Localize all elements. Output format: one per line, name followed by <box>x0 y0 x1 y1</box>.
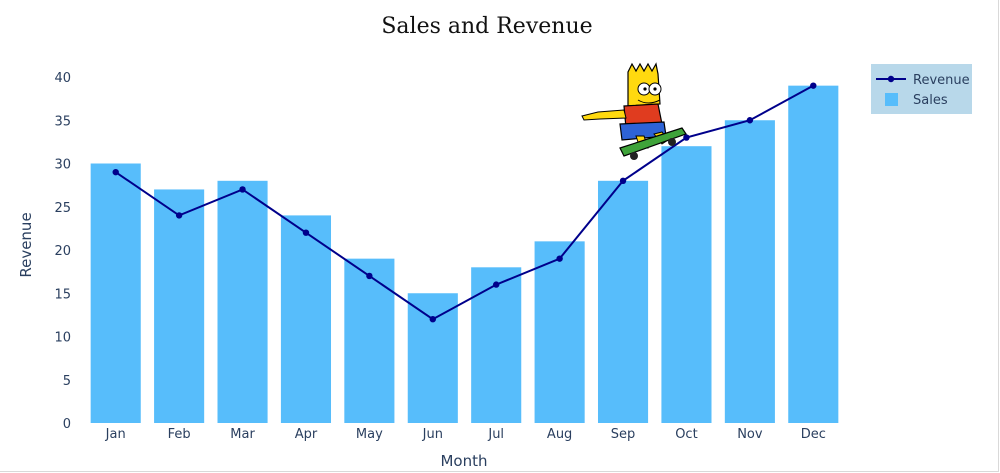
revenue-point[interactable] <box>112 168 119 176</box>
legend: Revenue Sales <box>871 64 972 114</box>
x-tick-label: Feb <box>168 427 191 442</box>
revenue-point[interactable] <box>175 212 183 219</box>
legend-sales-swatch <box>885 93 898 106</box>
sales-bar[interactable] <box>217 180 268 423</box>
revenue-point[interactable] <box>619 177 627 184</box>
x-tick-label: Dec <box>801 427 826 442</box>
y-tick-label: 20 <box>54 244 71 259</box>
x-tick-label: Sep <box>611 427 636 442</box>
revenue-point[interactable] <box>746 117 754 124</box>
y-tick-label: 15 <box>54 287 71 302</box>
sales-bars <box>90 85 839 424</box>
legend-revenue-label: Revenue <box>913 73 970 88</box>
x-tick-label: May <box>356 427 383 442</box>
x-tick-label: Jul <box>487 427 504 442</box>
y-tick-label: 35 <box>54 114 71 129</box>
y-tick-label: 10 <box>54 331 71 346</box>
revenue-point[interactable] <box>302 229 310 236</box>
x-tick-label: Nov <box>737 427 763 442</box>
chart-title: Sales and Revenue <box>381 14 592 39</box>
legend-item-sales[interactable]: Sales <box>885 93 948 108</box>
skateboarding-cartoon-character-icon <box>581 62 687 160</box>
revenue-point[interactable] <box>556 255 563 262</box>
sales-bar[interactable] <box>407 293 458 423</box>
sales-bar[interactable] <box>597 180 649 423</box>
x-axis-title: Month <box>440 452 487 470</box>
y-tick-label: 25 <box>54 201 71 216</box>
legend-sales-label: Sales <box>913 93 948 108</box>
x-tick-label: Oct <box>675 427 697 442</box>
sales-bar[interactable] <box>344 258 395 423</box>
sales-bar[interactable] <box>724 120 775 423</box>
revenue-point[interactable] <box>683 134 690 141</box>
y-axis: 0 5 10 15 20 25 30 35 40 <box>54 71 71 432</box>
x-tick-label: Jan <box>105 427 126 442</box>
sales-bar[interactable] <box>154 189 205 423</box>
x-tick-label: Aug <box>547 427 572 442</box>
legend-item-revenue[interactable]: Revenue <box>876 73 970 88</box>
revenue-point[interactable] <box>239 186 246 193</box>
revenue-line-path <box>115 84 814 321</box>
revenue-point[interactable] <box>493 281 500 288</box>
y-tick-label: 5 <box>63 374 71 389</box>
revenue-line <box>112 82 817 323</box>
sales-bar[interactable] <box>788 85 839 424</box>
y-axis-title: Revenue <box>17 212 35 277</box>
x-tick-label: Mar <box>230 427 255 442</box>
sales-bar[interactable] <box>661 146 712 423</box>
y-tick-label: 30 <box>54 158 71 173</box>
x-tick-label: Jun <box>422 427 443 442</box>
sales-bar[interactable] <box>90 163 141 424</box>
legend-revenue-marker <box>887 75 895 83</box>
sales-bar[interactable] <box>280 215 332 423</box>
x-tick-label: Apr <box>295 427 318 442</box>
revenue-point[interactable] <box>810 82 817 89</box>
sales-bar[interactable] <box>471 267 522 423</box>
revenue-point[interactable] <box>429 316 436 323</box>
y-tick-label: 0 <box>63 417 71 432</box>
x-axis: Jan Feb Mar Apr May Jun Jul Aug Sep Oct Nov Dec <box>105 427 826 442</box>
y-tick-label: 40 <box>54 71 71 86</box>
sales-bar[interactable] <box>534 241 585 423</box>
revenue-point[interactable] <box>366 272 373 280</box>
